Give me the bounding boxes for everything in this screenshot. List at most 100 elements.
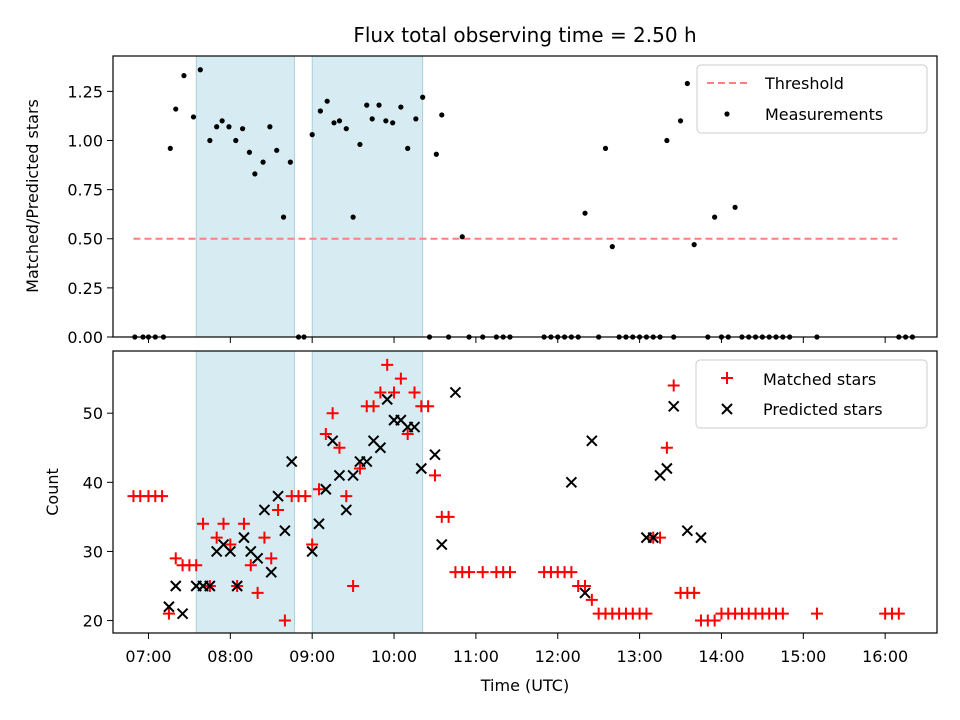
measurements-point xyxy=(267,124,273,130)
y-axis-label: Count xyxy=(43,468,62,516)
predicted-stars-point xyxy=(340,504,352,516)
measurements-point xyxy=(357,141,363,148)
measurements-point xyxy=(398,104,404,110)
matched-stars-point xyxy=(156,490,169,503)
matched-stars-point xyxy=(503,566,516,579)
measurements-point xyxy=(280,214,287,220)
matched-stars-point xyxy=(442,510,455,523)
measurements-point xyxy=(309,132,315,138)
measurements-point xyxy=(190,114,197,120)
predicted-stars-point xyxy=(429,448,441,461)
predicted-stars-point xyxy=(224,545,237,558)
x-tick-label: 11:00 xyxy=(453,647,499,666)
measurements-point xyxy=(712,214,718,220)
matched-stars-point xyxy=(265,552,278,565)
predicted-stars-point xyxy=(272,490,284,502)
observing-intervals xyxy=(195,55,424,338)
matched-stars-point xyxy=(810,607,823,620)
predicted-stars-point xyxy=(436,538,448,551)
measurements-point xyxy=(226,124,232,130)
axis-ticks: 20 30 40 50 07:00 08:00 09:00 10:00 11:00 12:00 13… xyxy=(83,404,909,666)
matched-stars-point xyxy=(640,607,653,620)
matched-stars-point xyxy=(197,517,210,530)
x-tick-label: 09:00 xyxy=(289,647,335,666)
legend-label-predicted: Predicted stars xyxy=(763,400,883,419)
measurements-point xyxy=(350,214,356,220)
y-tick-label: 0.25 xyxy=(67,279,103,298)
predicted-stars-point xyxy=(320,483,332,495)
measurements-point xyxy=(343,126,349,132)
axes-frame xyxy=(112,55,938,338)
predicted-stars-point xyxy=(449,386,462,399)
measurements-point xyxy=(197,67,203,73)
measurements-point xyxy=(376,102,382,108)
matched-stars-point xyxy=(463,566,476,579)
predicted-stars-point xyxy=(586,435,598,447)
predicted-stars-point xyxy=(176,607,189,620)
y-tick-label: 50 xyxy=(83,404,103,423)
predicted-stars-point xyxy=(374,442,387,454)
measurements-point xyxy=(324,98,330,104)
matched-stars-point xyxy=(340,490,353,503)
x-tick-label: 07:00 xyxy=(125,647,171,666)
measurements-point xyxy=(369,116,375,122)
measurements-point xyxy=(433,151,439,157)
predicted-stars-point xyxy=(231,580,243,592)
predicted-stars-point xyxy=(381,393,393,406)
matched-stars-point xyxy=(660,441,673,454)
measurements-point xyxy=(390,120,396,126)
matched-stars-point xyxy=(299,490,312,503)
predicted-stars-point xyxy=(681,524,694,537)
matched-stars-point xyxy=(422,400,435,413)
y-tick-label: 30 xyxy=(83,542,103,561)
measurements-point xyxy=(609,244,615,250)
legend: Threshold Measurements xyxy=(696,64,928,134)
matched-stars-point xyxy=(190,559,203,572)
matched-stars-point xyxy=(688,586,701,599)
legend-marker-measurements xyxy=(724,111,730,117)
measurements-point xyxy=(684,80,690,87)
measurements-point xyxy=(413,116,419,122)
x-tick-label: 14:00 xyxy=(698,647,744,666)
measurements-point xyxy=(405,145,411,151)
matched-stars-point xyxy=(306,538,319,551)
matched-stars-point xyxy=(367,400,380,413)
matched-stars-point xyxy=(169,552,182,565)
predicted-stars-point xyxy=(251,552,264,565)
matched-stars-point xyxy=(381,358,394,371)
x-tick-label: 08:00 xyxy=(207,647,253,666)
matched-stars-point xyxy=(347,580,360,592)
predicted-stars-point xyxy=(170,580,182,592)
measurements-point xyxy=(439,112,445,118)
matched-stars-point xyxy=(667,379,680,392)
observing-intervals xyxy=(195,350,424,634)
predicted-stars-point xyxy=(647,531,659,544)
measurements-point xyxy=(181,73,187,79)
measurements-point xyxy=(582,210,588,216)
matched-stars-point xyxy=(326,407,339,420)
matched-stars-point xyxy=(565,566,578,579)
measurements-point xyxy=(260,159,266,165)
matched-stars-point xyxy=(353,462,366,475)
plot-marks xyxy=(132,67,916,340)
matched-stars-point xyxy=(428,469,441,482)
legend-marker-predicted xyxy=(721,403,733,415)
matched-stars-point xyxy=(408,386,421,399)
y-tick-label: 20 xyxy=(83,612,103,631)
y-tick-label: 0.75 xyxy=(67,181,103,200)
predicted-stars-point xyxy=(361,455,373,468)
observing-interval-2 xyxy=(311,55,424,338)
measurements-point xyxy=(233,137,239,144)
measurements-point xyxy=(420,94,426,100)
measurements-point xyxy=(664,137,670,144)
measurements-point xyxy=(677,118,684,124)
predicted-stars-point xyxy=(286,455,298,468)
x-axis-label: Time (UTC) xyxy=(480,676,569,695)
matched-stars-point xyxy=(258,531,271,544)
x-tick-label: 13:00 xyxy=(617,647,663,666)
predicted-stars-point xyxy=(313,518,325,530)
predicted-stars-point xyxy=(415,462,428,475)
matched-stars-point xyxy=(313,483,325,496)
matched-stars-point xyxy=(224,538,237,551)
measurements-point xyxy=(173,106,179,112)
